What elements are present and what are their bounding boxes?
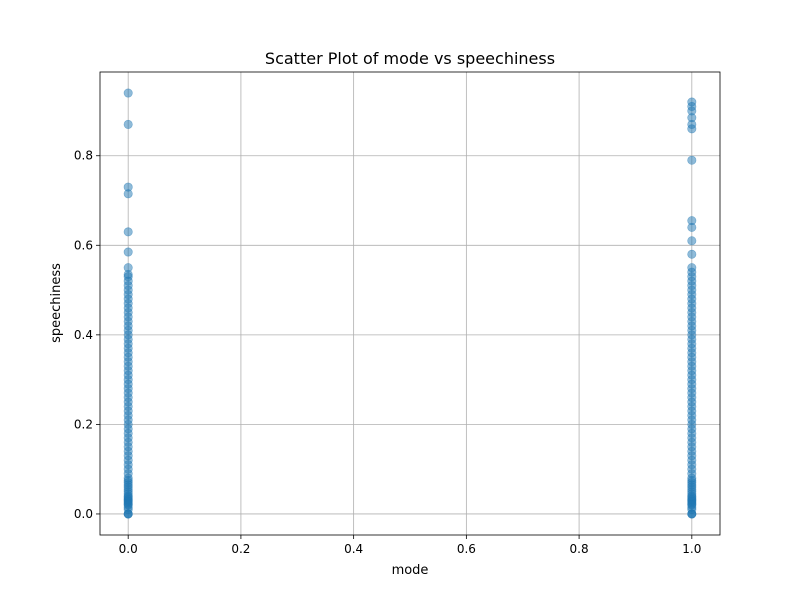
data-points — [123, 88, 697, 519]
grid-lines — [100, 72, 720, 535]
x-tick-label: 0.8 — [570, 542, 589, 556]
y-tick-label: 0.6 — [74, 238, 93, 252]
scatter-point — [123, 182, 133, 192]
scatter-point — [687, 236, 697, 246]
scatter-point — [687, 263, 697, 273]
scatter-point — [687, 155, 697, 165]
scatter-point — [687, 216, 697, 226]
scatter-point — [123, 88, 133, 98]
x-axis-ticks: 0.0 0.2 0.4 0.6 0.8 1.0 — [119, 535, 701, 556]
scatter-point — [123, 227, 133, 237]
x-tick-label: 0.6 — [457, 542, 476, 556]
plot-frame — [99, 71, 721, 536]
scatter-point — [123, 263, 133, 273]
x-tick-label: 0.2 — [231, 542, 250, 556]
scatter-point — [123, 247, 133, 257]
x-tick-label: 0.0 — [119, 542, 138, 556]
x-tick-label: 1.0 — [682, 542, 701, 556]
y-axis-ticks: 0.0 0.2 0.4 0.6 0.8 — [74, 149, 100, 521]
y-tick-label: 0.2 — [74, 417, 93, 431]
scatter-point — [687, 249, 697, 259]
y-tick-label: 0.0 — [74, 507, 93, 521]
scatter-point — [687, 97, 697, 107]
chart-title: Scatter Plot of mode vs speechiness — [265, 49, 555, 68]
x-tick-label: 0.4 — [344, 542, 363, 556]
y-tick-label: 0.8 — [74, 149, 93, 163]
scatter-point — [123, 119, 133, 129]
y-tick-label: 0.4 — [74, 328, 93, 342]
y-axis-label: speechiness — [49, 263, 64, 343]
x-axis-label: mode — [392, 563, 429, 578]
